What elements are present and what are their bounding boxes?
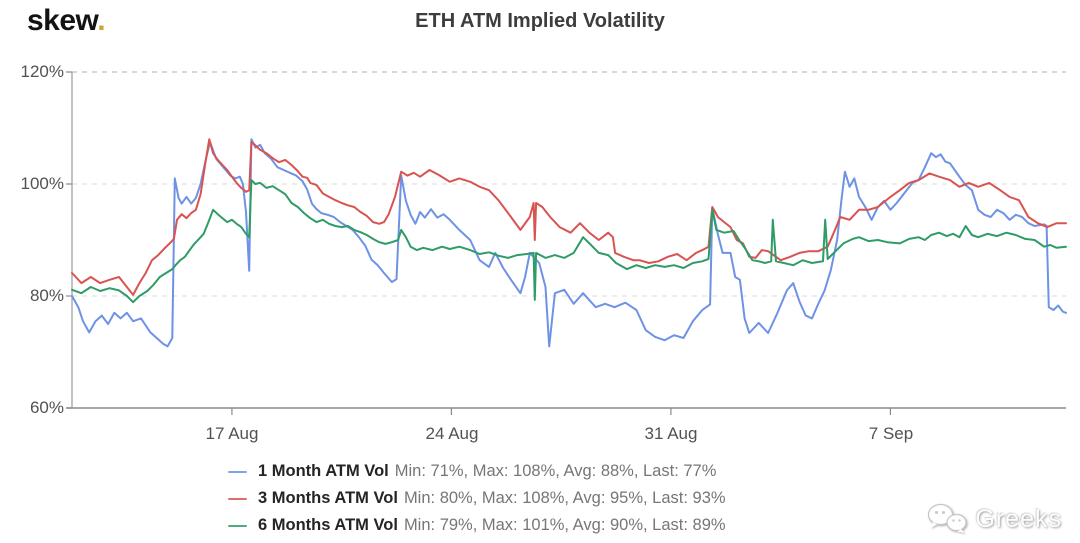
legend-item-3-months[interactable]: 3 Months ATM Vol Min: 80%, Max: 108%, Av… xyxy=(228,485,726,512)
legend-swatch-3-months xyxy=(228,497,247,500)
x-axis-label-31aug: 31 Aug xyxy=(644,424,698,443)
legend-label-1-month: 1 Month ATM Vol xyxy=(258,462,389,480)
legend: 1 Month ATM Vol Min: 71%, Max: 108%, Avg… xyxy=(228,458,726,539)
x-axis-label-17aug: 17 Aug xyxy=(205,424,259,443)
legend-stats-3-months: Min: 80%, Max: 108%, Avg: 95%, Last: 93% xyxy=(403,489,726,507)
y-axis-label-100: 100% xyxy=(20,174,64,193)
y-axis-label-60: 60% xyxy=(29,398,64,417)
legend-item-1-month[interactable]: 1 Month ATM Vol Min: 71%, Max: 108%, Avg… xyxy=(228,458,726,485)
skew-logo: skew. xyxy=(27,4,106,38)
chart-title: ETH ATM Implied Volatility xyxy=(415,10,665,32)
y-axis-label-80: 80% xyxy=(29,286,64,305)
legend-swatch-1-month xyxy=(228,470,247,473)
y-axis-label-120: 120% xyxy=(20,62,64,81)
legend-swatch-6-months xyxy=(228,524,247,527)
skew-logo-text: skew xyxy=(27,4,98,37)
legend-stats-1-month: Min: 71%, Max: 108%, Avg: 88%, Last: 77% xyxy=(394,462,717,480)
legend-stats-6-months: Min: 79%, Max: 101%, Avg: 90%, Last: 89% xyxy=(403,516,726,534)
wechat-icon xyxy=(928,503,968,533)
skew-logo-dot: . xyxy=(97,4,106,37)
legend-label-6-months: 6 Months ATM Vol xyxy=(258,516,398,534)
legend-label-3-months: 3 Months ATM Vol xyxy=(258,489,398,507)
legend-item-6-months[interactable]: 6 Months ATM Vol Min: 79%, Max: 101%, Av… xyxy=(228,512,726,539)
x-axis-label-7sep: 7 Sep xyxy=(868,424,914,443)
x-axis-label-24aug: 24 Aug xyxy=(425,424,479,443)
watermark: Greeks xyxy=(926,503,1062,535)
watermark-text: Greeks xyxy=(975,504,1062,533)
